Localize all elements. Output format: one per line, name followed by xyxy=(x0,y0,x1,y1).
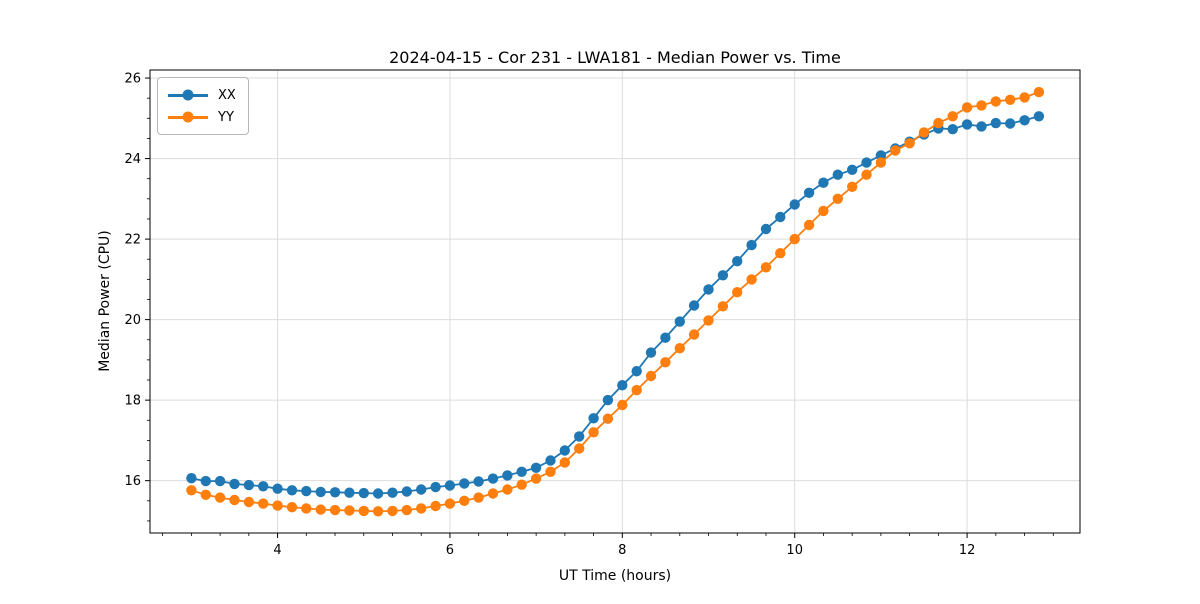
legend-label-yy: YY xyxy=(218,109,234,125)
x-axis-label: UT Time (hours) xyxy=(558,568,672,584)
svg-text:16: 16 xyxy=(124,474,141,489)
svg-text:12: 12 xyxy=(959,543,976,558)
svg-text:26: 26 xyxy=(124,72,141,87)
svg-text:18: 18 xyxy=(124,394,141,409)
legend-item-yy: YY xyxy=(168,106,236,128)
svg-text:10: 10 xyxy=(786,543,803,558)
y-axis-label: Median Power (CPU) xyxy=(97,230,113,372)
yy-series-marker-icon xyxy=(168,111,208,123)
legend-item-xx: XX xyxy=(168,84,236,106)
svg-text:22: 22 xyxy=(124,233,141,248)
legend: XX YY xyxy=(157,77,249,135)
legend-label-xx: XX xyxy=(218,87,236,103)
svg-text:24: 24 xyxy=(124,152,141,167)
svg-text:6: 6 xyxy=(446,543,454,558)
svg-text:8: 8 xyxy=(618,543,626,558)
svg-text:20: 20 xyxy=(124,313,141,328)
xx-series-marker-icon xyxy=(168,89,208,101)
svg-text:4: 4 xyxy=(273,543,281,558)
chart-title: 2024-04-15 - Cor 231 - LWA181 - Median P… xyxy=(389,48,841,67)
